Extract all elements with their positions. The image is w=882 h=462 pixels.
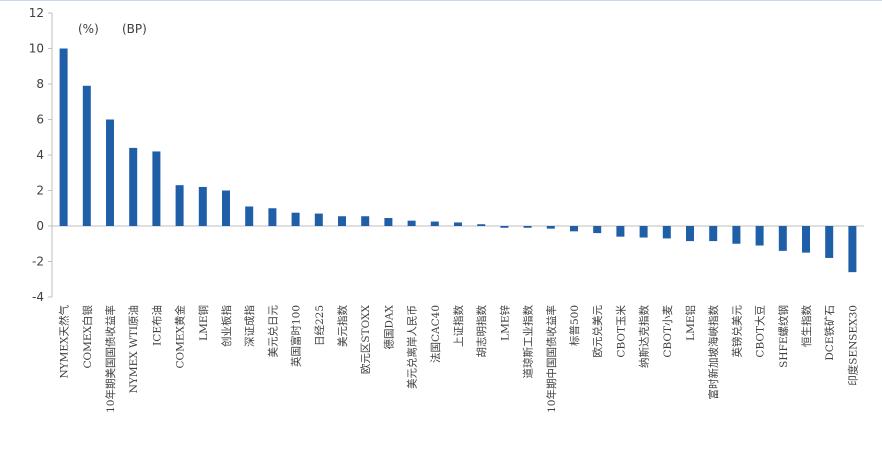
bar [570, 226, 578, 232]
x-tick-label: SHFE螺纹钢 [777, 305, 790, 368]
bar [152, 151, 161, 226]
bar [662, 226, 671, 239]
bar [755, 226, 764, 246]
bar [106, 119, 114, 226]
x-tick-label: 上证指数 [452, 305, 465, 347]
bar [314, 213, 323, 226]
x-tick-label: 德国DAX [382, 304, 395, 349]
y-tick-label: 12 [29, 6, 44, 20]
x-tick-label: 创业板指 [220, 305, 233, 347]
bar [338, 216, 346, 226]
x-tick-label: 恒生指数 [800, 305, 813, 347]
x-tick-label: 日经225 [313, 305, 326, 346]
x-tick-label: CBOT大豆 [754, 305, 767, 358]
x-tick-label: 道琼斯工业指数 [522, 305, 535, 379]
unit-annotation: (%) [78, 22, 99, 36]
y-tick-label: 4 [36, 148, 44, 162]
x-tick-label: 法国CAC40 [429, 305, 442, 363]
bar [198, 186, 207, 226]
y-tick-label: 6 [36, 113, 44, 127]
x-tick-label: 10年期中国国债收益率 [545, 305, 558, 413]
x-tick-label: NYMEX天然气 [58, 305, 71, 379]
y-tick-label: -4 [32, 290, 44, 304]
x-tick-label: 美元指数 [336, 305, 349, 347]
x-tick-label: 10年期美国国债收益率 [104, 305, 117, 413]
x-tick-label: 英镑兑美元 [730, 305, 743, 358]
bar [59, 48, 68, 226]
bar [268, 208, 277, 226]
x-tick-label: COMEX黄金 [174, 305, 187, 369]
y-tick-label: 0 [36, 219, 44, 233]
bar [500, 226, 509, 228]
bar [802, 226, 810, 253]
x-tick-label: DCE铁矿石 [823, 305, 836, 361]
x-tick-label: 胡志明指数 [475, 305, 488, 358]
x-tick-label: 纳斯达克指数 [638, 305, 651, 368]
x-tick-label: 美元兑离岸人民币 [406, 305, 419, 389]
y-tick-label: -2 [32, 255, 44, 269]
bar [686, 226, 694, 242]
bar [709, 226, 718, 242]
bar [361, 216, 370, 226]
x-tick-label: LME锌 [498, 305, 511, 341]
unit-annotation: (BP) [122, 22, 147, 36]
y-tick-label: 10 [29, 42, 44, 56]
bar [175, 185, 184, 226]
x-tick-label: CBOT小麦 [662, 305, 674, 358]
bar [616, 226, 625, 237]
y-tick-label: 8 [36, 77, 44, 91]
bar [291, 212, 300, 226]
x-tick-label: COMEX白银 [81, 305, 94, 369]
x-tick-label: 印度SENSEX30 [846, 305, 859, 386]
bar [222, 190, 230, 226]
bar [82, 85, 91, 227]
x-tick-label: 深证成指 [243, 305, 256, 347]
bar [639, 226, 648, 238]
x-tick-label: ICE布油 [150, 305, 163, 346]
bar [523, 226, 532, 228]
x-tick-label: 富时新加坡海峡指数 [707, 305, 720, 400]
x-tick-label: NYMEX WTI原油 [127, 305, 140, 393]
bar [430, 221, 439, 226]
x-tick-label: 美元兑日元 [266, 305, 279, 358]
bar [778, 226, 787, 251]
x-tick-label: 标普500 [568, 305, 581, 346]
bar [245, 206, 254, 226]
y-tick-label: 2 [36, 184, 44, 198]
x-tick-label: 欧元区STOXX [360, 304, 372, 374]
bar [848, 226, 857, 273]
bar [407, 220, 416, 226]
bar [825, 226, 834, 258]
bar [129, 147, 138, 226]
bar [454, 222, 462, 226]
x-tick-label: 欧元兑美元 [591, 305, 604, 358]
bar [477, 224, 486, 226]
bar [593, 226, 602, 234]
x-tick-label: LME铝 [684, 305, 697, 341]
x-tick-label: CBOT玉米 [614, 305, 627, 358]
x-tick-label: 英国富时100 [290, 305, 303, 367]
bar [732, 226, 741, 244]
bar [546, 226, 555, 229]
x-tick-label: LME铜 [198, 305, 210, 341]
bar [384, 218, 393, 226]
